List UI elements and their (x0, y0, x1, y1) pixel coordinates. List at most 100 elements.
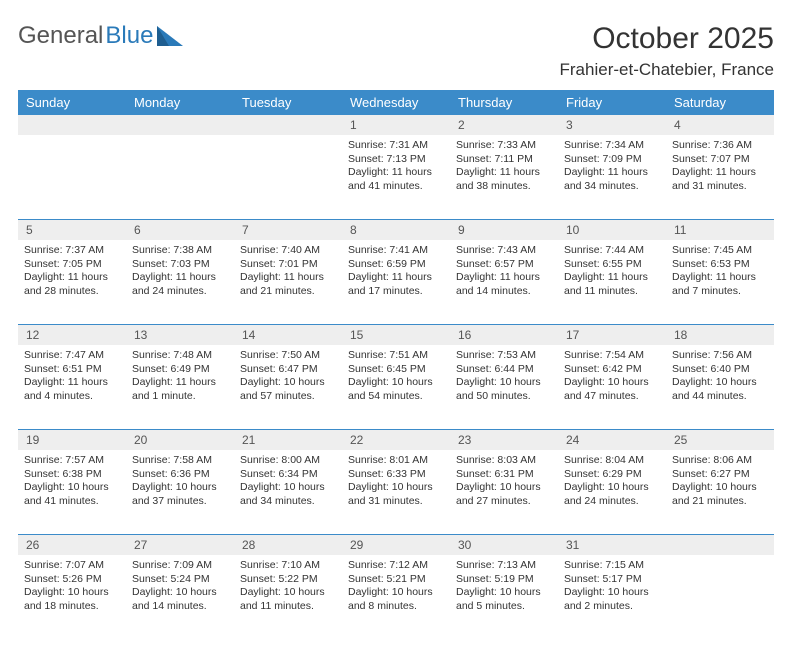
day-number: 6 (126, 220, 234, 240)
sunrise-text: Sunrise: 7:47 AM (24, 349, 120, 363)
sunset-text: Sunset: 6:36 PM (132, 468, 228, 482)
day-cell: Sunrise: 7:33 AMSunset: 7:11 PMDaylight:… (450, 135, 558, 219)
day-cell: Sunrise: 7:15 AMSunset: 5:17 PMDaylight:… (558, 555, 666, 639)
sunset-text: Sunset: 7:09 PM (564, 153, 660, 167)
sunrise-text: Sunrise: 7:12 AM (348, 559, 444, 573)
day-cell (18, 135, 126, 219)
day-cell: Sunrise: 8:03 AMSunset: 6:31 PMDaylight:… (450, 450, 558, 534)
day-cell: Sunrise: 8:04 AMSunset: 6:29 PMDaylight:… (558, 450, 666, 534)
sunset-text: Sunset: 6:31 PM (456, 468, 552, 482)
day1-text: Daylight: 11 hours (348, 166, 444, 180)
day-number: . (126, 115, 234, 135)
day-cell: Sunrise: 7:41 AMSunset: 6:59 PMDaylight:… (342, 240, 450, 324)
sunset-text: Sunset: 5:26 PM (24, 573, 120, 587)
day1-text: Daylight: 10 hours (240, 586, 336, 600)
sunset-text: Sunset: 6:47 PM (240, 363, 336, 377)
week-row: Sunrise: 7:57 AMSunset: 6:38 PMDaylight:… (18, 450, 774, 534)
day-number: . (234, 115, 342, 135)
day2-text: and 31 minutes. (672, 180, 768, 194)
day1-text: Daylight: 11 hours (132, 376, 228, 390)
day-number: 29 (342, 535, 450, 555)
sunrise-text: Sunrise: 7:38 AM (132, 244, 228, 258)
sunset-text: Sunset: 6:45 PM (348, 363, 444, 377)
day2-text: and 41 minutes. (24, 495, 120, 509)
day2-text: and 37 minutes. (132, 495, 228, 509)
sunrise-text: Sunrise: 8:04 AM (564, 454, 660, 468)
daynum-row: 262728293031. (18, 535, 774, 555)
day-cell: Sunrise: 7:10 AMSunset: 5:22 PMDaylight:… (234, 555, 342, 639)
day-header-cell: Friday (558, 90, 666, 115)
sunset-text: Sunset: 5:17 PM (564, 573, 660, 587)
week-row: Sunrise: 7:37 AMSunset: 7:05 PMDaylight:… (18, 240, 774, 324)
day2-text: and 31 minutes. (348, 495, 444, 509)
sunrise-text: Sunrise: 7:48 AM (132, 349, 228, 363)
day-cell: Sunrise: 7:43 AMSunset: 6:57 PMDaylight:… (450, 240, 558, 324)
day2-text: and 24 minutes. (132, 285, 228, 299)
day1-text: Daylight: 11 hours (240, 271, 336, 285)
day-header-cell: Saturday (666, 90, 774, 115)
day-cell: Sunrise: 7:53 AMSunset: 6:44 PMDaylight:… (450, 345, 558, 429)
day-cell: Sunrise: 7:57 AMSunset: 6:38 PMDaylight:… (18, 450, 126, 534)
day-cell: Sunrise: 7:56 AMSunset: 6:40 PMDaylight:… (666, 345, 774, 429)
day-number: 14 (234, 325, 342, 345)
day1-text: Daylight: 11 hours (24, 376, 120, 390)
day-cell: Sunrise: 8:00 AMSunset: 6:34 PMDaylight:… (234, 450, 342, 534)
day1-text: Daylight: 11 hours (24, 271, 120, 285)
sunset-text: Sunset: 7:03 PM (132, 258, 228, 272)
sunrise-text: Sunrise: 7:33 AM (456, 139, 552, 153)
sunrise-text: Sunrise: 7:13 AM (456, 559, 552, 573)
day-cell: Sunrise: 7:09 AMSunset: 5:24 PMDaylight:… (126, 555, 234, 639)
sunset-text: Sunset: 7:11 PM (456, 153, 552, 167)
day-number: 12 (18, 325, 126, 345)
week-row: Sunrise: 7:47 AMSunset: 6:51 PMDaylight:… (18, 345, 774, 429)
sunset-text: Sunset: 6:51 PM (24, 363, 120, 377)
sunrise-text: Sunrise: 7:57 AM (24, 454, 120, 468)
day-header-cell: Sunday (18, 90, 126, 115)
sunrise-text: Sunrise: 7:56 AM (672, 349, 768, 363)
day2-text: and 34 minutes. (240, 495, 336, 509)
day-number: 25 (666, 430, 774, 450)
day-cell: Sunrise: 7:50 AMSunset: 6:47 PMDaylight:… (234, 345, 342, 429)
day1-text: Daylight: 11 hours (564, 166, 660, 180)
day-cell: Sunrise: 7:37 AMSunset: 7:05 PMDaylight:… (18, 240, 126, 324)
day-cell: Sunrise: 7:58 AMSunset: 6:36 PMDaylight:… (126, 450, 234, 534)
day-number: 1 (342, 115, 450, 135)
day1-text: Daylight: 11 hours (348, 271, 444, 285)
day2-text: and 11 minutes. (564, 285, 660, 299)
sunrise-text: Sunrise: 7:43 AM (456, 244, 552, 258)
day-cell: Sunrise: 7:38 AMSunset: 7:03 PMDaylight:… (126, 240, 234, 324)
day-number: 2 (450, 115, 558, 135)
sunrise-text: Sunrise: 7:45 AM (672, 244, 768, 258)
sunset-text: Sunset: 6:55 PM (564, 258, 660, 272)
day-number: 17 (558, 325, 666, 345)
logo-text-a: General (18, 22, 103, 50)
sunset-text: Sunset: 6:57 PM (456, 258, 552, 272)
daynum-row: 12131415161718 (18, 325, 774, 345)
sunrise-text: Sunrise: 7:10 AM (240, 559, 336, 573)
day-number: 4 (666, 115, 774, 135)
day-number: 13 (126, 325, 234, 345)
day-number: 26 (18, 535, 126, 555)
day-header-cell: Tuesday (234, 90, 342, 115)
day2-text: and 44 minutes. (672, 390, 768, 404)
day1-text: Daylight: 10 hours (456, 376, 552, 390)
sunrise-text: Sunrise: 7:51 AM (348, 349, 444, 363)
day-cell (234, 135, 342, 219)
sunset-text: Sunset: 6:33 PM (348, 468, 444, 482)
sunset-text: Sunset: 6:34 PM (240, 468, 336, 482)
day-cell: Sunrise: 7:13 AMSunset: 5:19 PMDaylight:… (450, 555, 558, 639)
day1-text: Daylight: 10 hours (672, 481, 768, 495)
day-cell: Sunrise: 7:34 AMSunset: 7:09 PMDaylight:… (558, 135, 666, 219)
sunrise-text: Sunrise: 8:00 AM (240, 454, 336, 468)
sunset-text: Sunset: 7:07 PM (672, 153, 768, 167)
day1-text: Daylight: 10 hours (132, 481, 228, 495)
sunrise-text: Sunrise: 7:41 AM (348, 244, 444, 258)
day1-text: Daylight: 10 hours (348, 376, 444, 390)
sunrise-text: Sunrise: 8:06 AM (672, 454, 768, 468)
day-header-row: SundayMondayTuesdayWednesdayThursdayFrid… (18, 90, 774, 115)
day-cell: Sunrise: 7:44 AMSunset: 6:55 PMDaylight:… (558, 240, 666, 324)
day-number: 5 (18, 220, 126, 240)
sunrise-text: Sunrise: 7:31 AM (348, 139, 444, 153)
calendar: SundayMondayTuesdayWednesdayThursdayFrid… (18, 90, 774, 639)
day1-text: Daylight: 10 hours (348, 481, 444, 495)
